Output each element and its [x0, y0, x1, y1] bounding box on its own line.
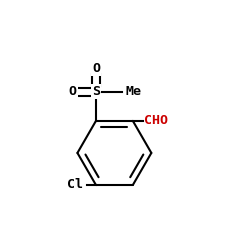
Text: S: S	[92, 85, 100, 98]
Text: O: O	[92, 62, 100, 75]
Text: Me: Me	[125, 85, 141, 98]
Text: Cl: Cl	[67, 178, 83, 192]
Text: O: O	[69, 85, 77, 98]
Text: CHO: CHO	[145, 114, 168, 127]
